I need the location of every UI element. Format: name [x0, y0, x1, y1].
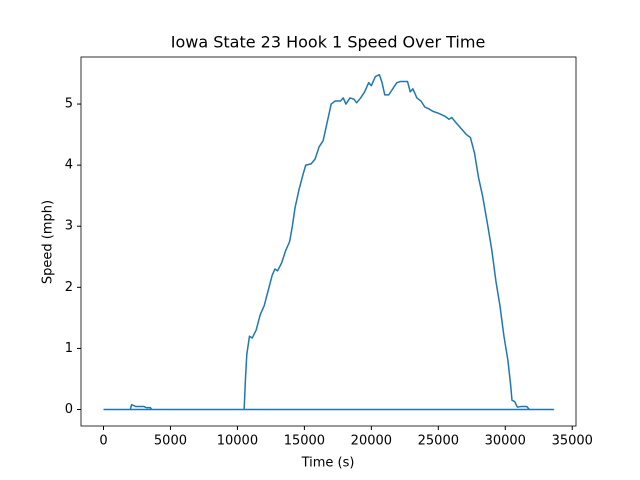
y-tick-label: 4 — [65, 158, 73, 173]
x-tick-label: 15000 — [284, 434, 325, 449]
chart-title: Iowa State 23 Hook 1 Speed Over Time — [171, 33, 486, 52]
x-tick-label: 35000 — [552, 434, 593, 449]
y-axis-label: Speed (mph) — [41, 200, 56, 284]
y-tick-label: 2 — [65, 280, 73, 295]
y-tick-label: 5 — [65, 97, 73, 112]
x-tick-label: 5000 — [154, 434, 187, 449]
y-tick-label: 1 — [65, 341, 73, 356]
x-tick-label: 30000 — [485, 434, 526, 449]
y-tick-label: 0 — [65, 402, 73, 417]
x-axis-label: Time (s) — [301, 456, 355, 471]
x-tick-label: 25000 — [418, 434, 459, 449]
y-tick-label: 3 — [65, 219, 73, 234]
x-tick-label: 10000 — [217, 434, 258, 449]
line — [103, 73, 555, 411]
x-tick-label: 20000 — [351, 434, 392, 449]
x-tick-label: 0 — [99, 434, 107, 449]
plot-frame — [80, 56, 577, 427]
